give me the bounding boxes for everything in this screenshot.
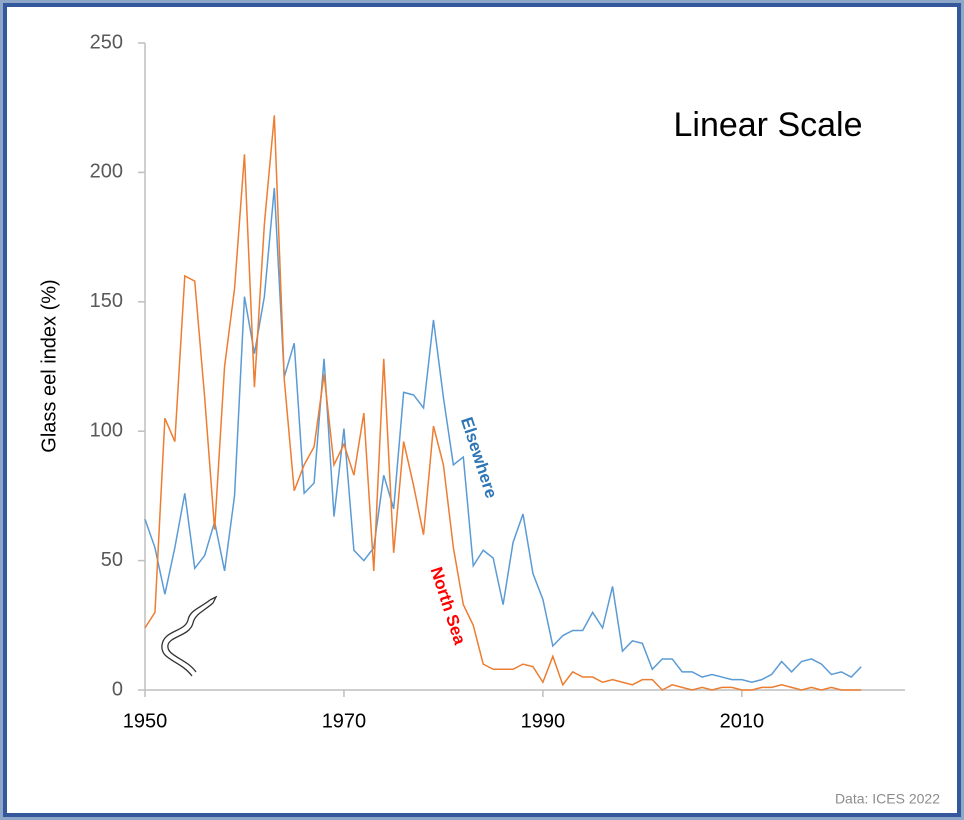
chart: Linear Scale Glass eel index (%) Data: I…	[0, 0, 964, 820]
x-tick-label: 1950	[123, 710, 168, 732]
y-tick-label: 150	[90, 290, 123, 312]
x-tick-label: 2010	[720, 710, 765, 732]
series-line	[145, 188, 861, 682]
y-tick-label: 50	[101, 549, 123, 571]
eel-icon	[162, 597, 216, 676]
y-axis-label: Glass eel index (%)	[38, 279, 60, 452]
y-tick-label: 0	[112, 678, 123, 700]
page: {"chart_data": {"type": "line", "title":…	[0, 0, 964, 820]
y-tick-label: 100	[90, 419, 123, 441]
chart-title: Linear Scale	[673, 106, 862, 144]
source-note: Data: ICES 2022	[835, 791, 940, 807]
y-tick-label: 200	[90, 161, 123, 183]
x-tick-label: 1970	[322, 710, 367, 732]
x-tick-label: 1990	[521, 710, 566, 732]
series-label: North Sea	[427, 565, 470, 648]
y-tick-label: 250	[90, 31, 123, 53]
